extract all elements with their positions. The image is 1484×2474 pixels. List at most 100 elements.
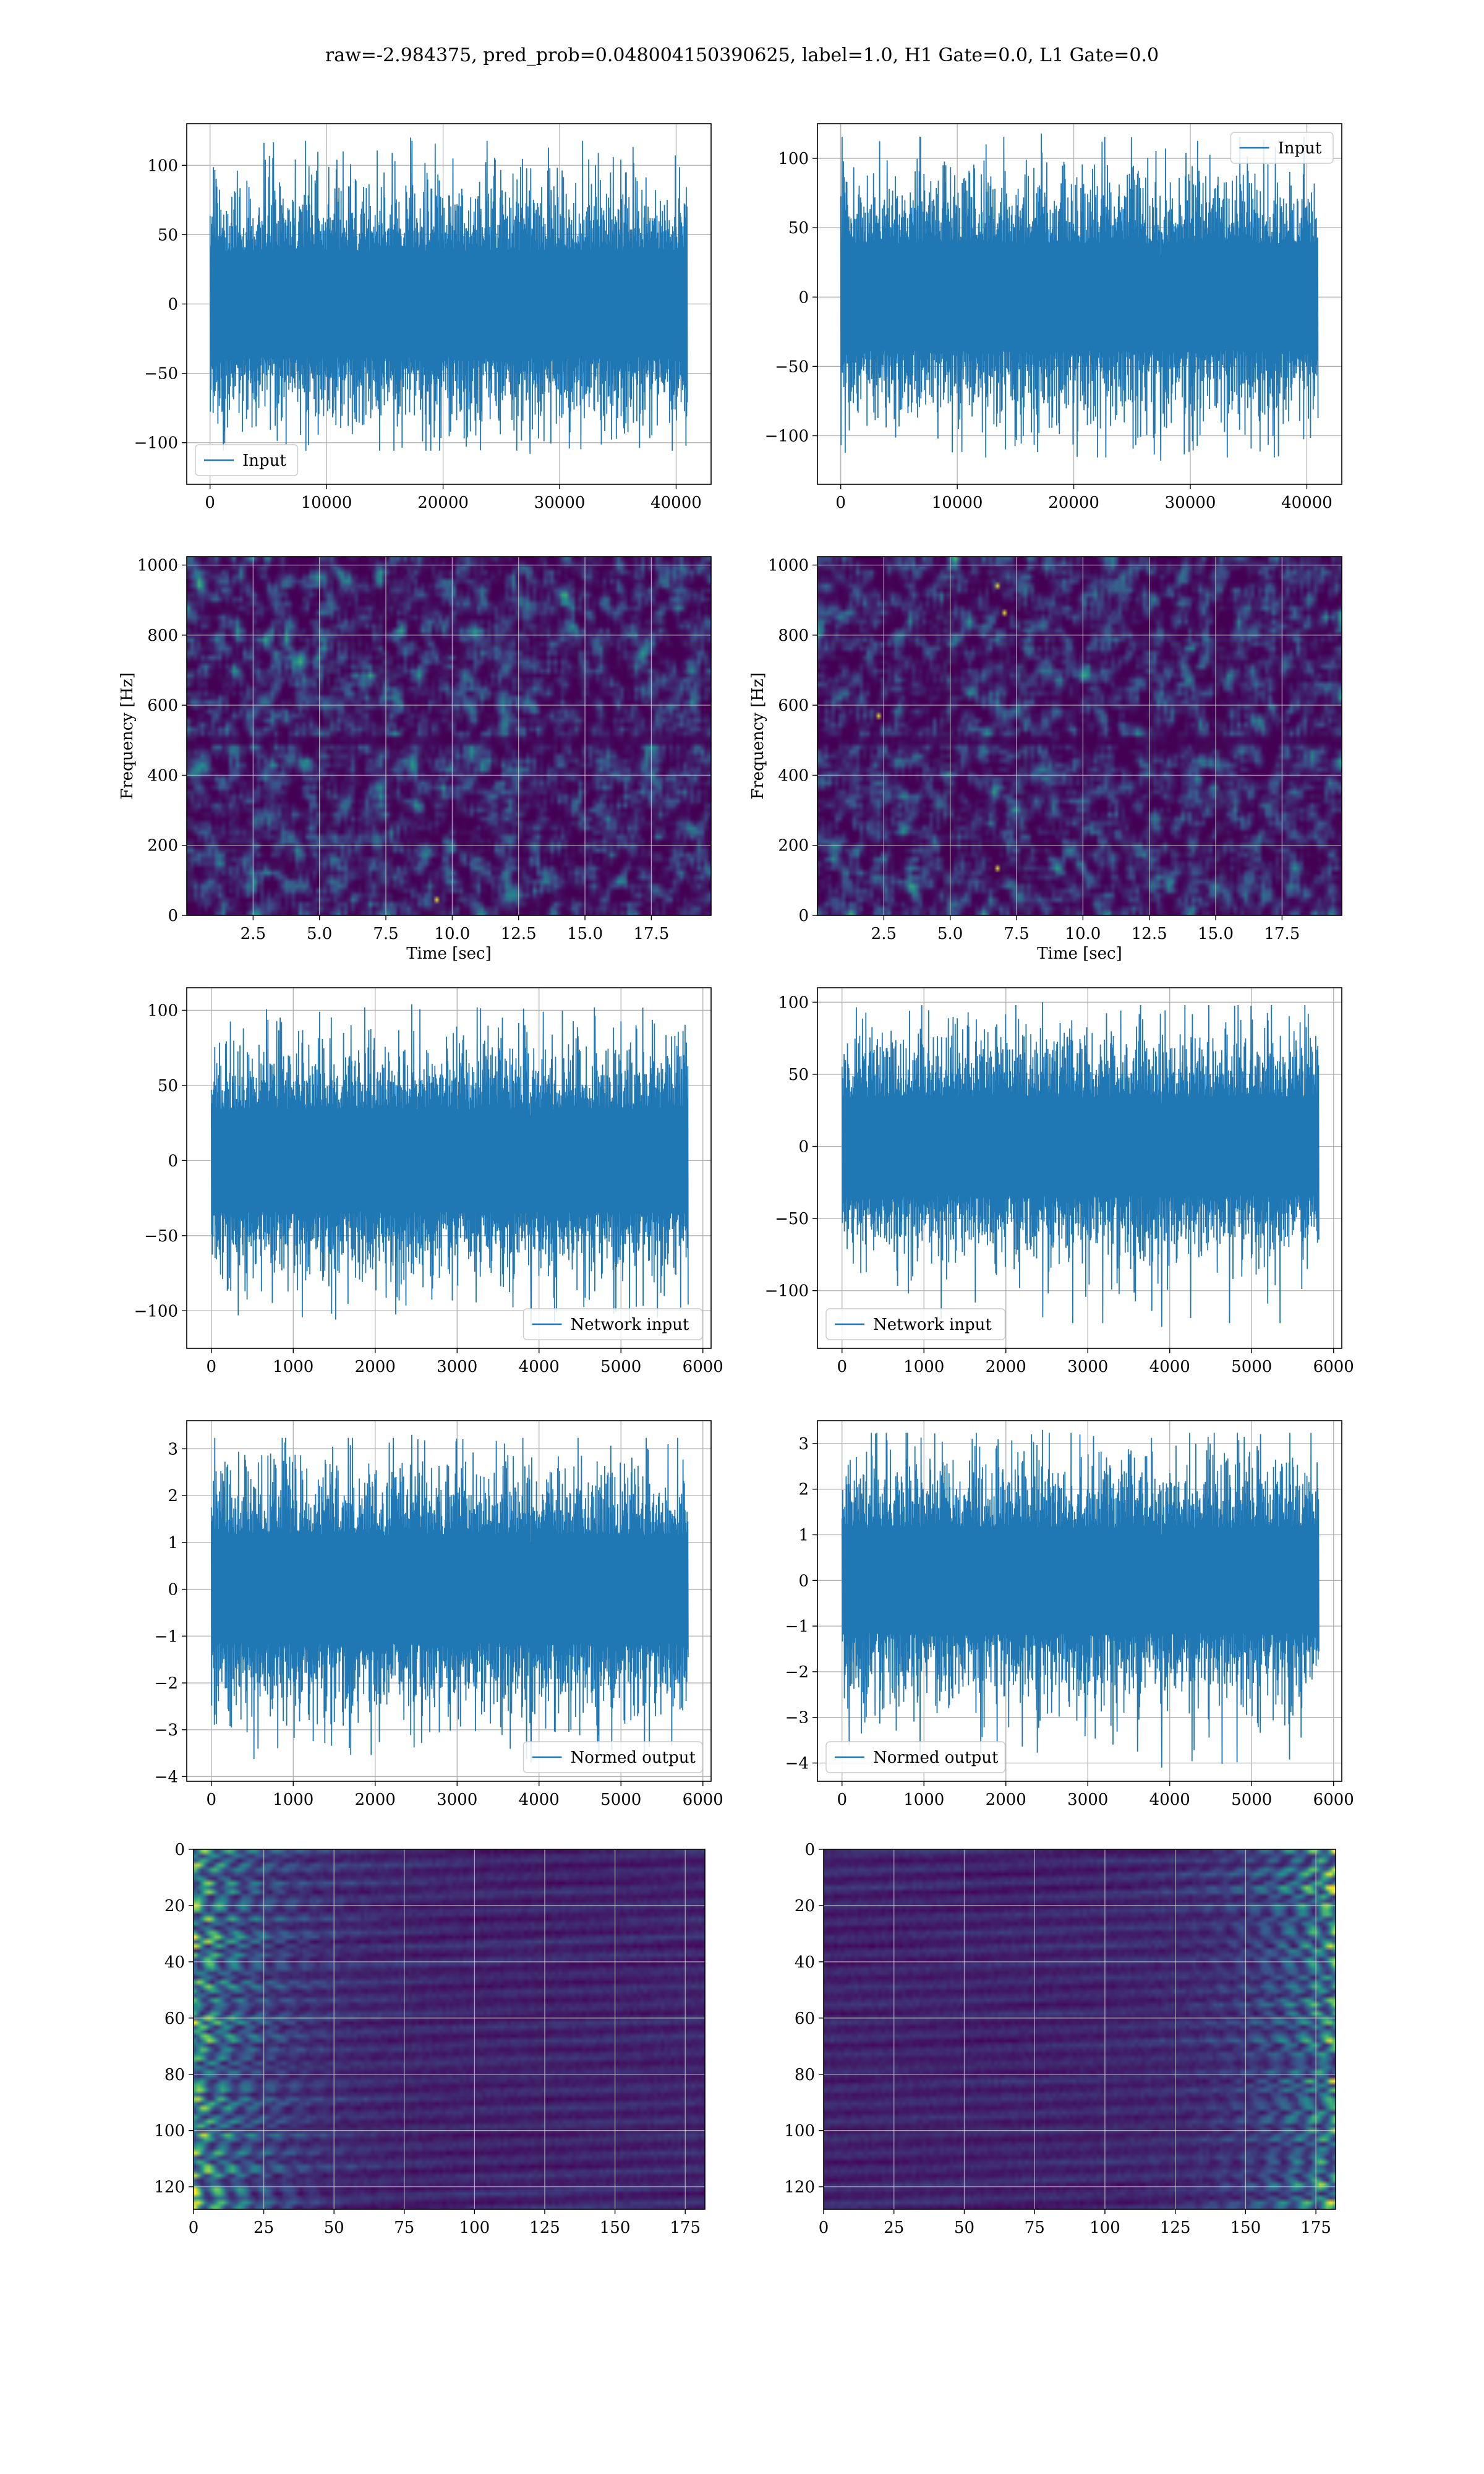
tick-label-x: 5000: [600, 1358, 641, 1376]
tick-label-x: 2.5: [241, 925, 266, 943]
feature-map-h1-panel: 0 25 50 75 100 125 150 175 0 20 40 60 80 100 120: [154, 1841, 706, 2237]
y-axis-label: Frequency [Hz]: [749, 672, 767, 800]
series-line: [209, 137, 688, 454]
tick-label-y: 100: [784, 2122, 815, 2141]
legend: Network input: [522, 1308, 703, 1340]
tick-label-x: 20000: [417, 494, 469, 512]
axes-frame: [817, 123, 1342, 485]
tick-label-x: 6000: [1313, 1358, 1354, 1376]
legend: Normed output: [522, 1741, 703, 1773]
tick-label-y: 40: [164, 1953, 185, 1972]
tick-label-y: 600: [147, 696, 178, 715]
tick-label-x: 150: [1230, 2219, 1261, 2237]
legend: Normed output: [825, 1741, 1006, 1773]
tick-label-x: 2.5: [871, 925, 897, 943]
tick-label-x: 5000: [1231, 1791, 1272, 1809]
x-axis-label: Time [sec]: [1037, 944, 1122, 963]
tick-label-x: 20000: [1048, 494, 1099, 512]
tick-label-y: 80: [795, 2066, 815, 2084]
tick-label-y: −1: [785, 1617, 809, 1636]
tick-label-y: 40: [795, 1953, 815, 1972]
tick-label-y: −50: [144, 365, 178, 383]
feature-map-h1-plot-area: [194, 1849, 705, 2209]
axes-frame: [823, 1849, 1336, 2210]
legend-label: Network input: [873, 1316, 992, 1334]
network-input-h1-plot-area: [187, 988, 711, 1348]
tick-label-y: 60: [164, 2010, 185, 2028]
tick-label-x: 0: [206, 1358, 216, 1376]
tick-label-y: 0: [798, 907, 809, 925]
tick-label-x: 5000: [1231, 1358, 1272, 1376]
network-input-l1-panel: 0 1000 2000 3000 4000 5000 6000 −100 −50 0 50 100 Ne…: [765, 987, 1354, 1376]
axes-frame: [186, 1420, 712, 1782]
normed-output-h1-plot-area: [187, 1421, 711, 1781]
tick-label-y: 2: [798, 1481, 809, 1499]
tick-label-y: 0: [798, 288, 809, 307]
feature-map-l1-image: [824, 1849, 1336, 2209]
tick-label-x: 150: [600, 2219, 631, 2237]
tick-label-y: 120: [784, 2178, 815, 2197]
legend-label: Normed output: [873, 1748, 999, 1767]
y-axis-label: Frequency [Hz]: [118, 672, 137, 800]
tick-label-y: −2: [785, 1663, 809, 1682]
tick-label-x: 125: [1160, 2219, 1191, 2237]
tick-label-x: 175: [670, 2219, 701, 2237]
legend-box: [1230, 132, 1334, 164]
tick-label-x: 30000: [534, 494, 586, 512]
tick-label-y: 0: [168, 907, 178, 925]
tick-label-x: 0: [819, 2219, 829, 2237]
tick-label-y: 100: [147, 156, 178, 175]
tick-label-y: 0: [168, 296, 178, 314]
legend-label: Normed output: [571, 1748, 696, 1767]
tick-label-y: 50: [788, 219, 809, 238]
tick-label-x: 15.0: [567, 925, 603, 943]
tick-label-x: 5.0: [937, 925, 963, 943]
tick-label-y: 600: [778, 696, 809, 715]
spectrogram-h1-panel: 2.5 5.0 7.5 10.0 12.5 15.0 17.5 0 200 400 600 800 10…: [118, 556, 712, 963]
tick-label-y: 50: [788, 1066, 809, 1084]
tick-label-y: −4: [155, 1768, 178, 1786]
input-h1-plot-area: [187, 124, 711, 484]
tick-label-x: 0: [189, 2219, 199, 2237]
tick-label-y: 120: [154, 2178, 185, 2197]
tick-label-y: 200: [778, 837, 809, 855]
legend-label: Network input: [571, 1316, 689, 1334]
tick-label-x: 2000: [986, 1791, 1026, 1809]
tick-label-x: 10.0: [434, 925, 470, 943]
legend: Network input: [825, 1308, 1006, 1340]
tick-label-x: 2000: [355, 1791, 396, 1809]
tick-label-x: 4000: [519, 1791, 560, 1809]
tick-label-x: 4000: [1149, 1791, 1190, 1809]
tick-label-y: 0: [168, 1152, 178, 1170]
spectrogram-h1-image: [187, 557, 711, 915]
tick-label-x: 40000: [650, 494, 702, 512]
series-line: [210, 1004, 689, 1326]
tick-label-y: 400: [147, 766, 178, 785]
tick-label-y: −2: [155, 1674, 178, 1693]
tick-label-x: 3000: [437, 1791, 477, 1809]
tick-label-x: 7.5: [373, 925, 398, 943]
legend-label: Input: [1278, 139, 1322, 158]
tick-label-x: 0: [837, 1791, 847, 1809]
tick-label-y: 3: [798, 1435, 809, 1453]
normed-output-l1-plot-area: [817, 1421, 1342, 1781]
normed-output-l1-panel: 0 1000 2000 3000 4000 5000 6000 −4 −3 −2 −1 0 1 2 3 Nor…: [785, 1420, 1354, 1809]
network-input-h1-panel: 0 1000 2000 3000 4000 5000 6000 −100 −50 0 50 100 Ne…: [134, 987, 723, 1376]
tick-label-x: 17.5: [633, 925, 669, 943]
tick-label-x: 3000: [437, 1358, 477, 1376]
tick-label-y: 50: [158, 226, 178, 244]
tick-label-y: −1: [155, 1627, 178, 1646]
tick-label-x: 1000: [273, 1358, 313, 1376]
tick-label-x: 7.5: [1004, 925, 1029, 943]
tick-label-x: 5.0: [307, 925, 332, 943]
tick-label-y: −50: [144, 1227, 178, 1246]
series-line: [210, 1434, 689, 1763]
legend-box: [825, 1308, 1006, 1340]
tick-label-x: 175: [1300, 2219, 1331, 2237]
network-input-l1-plot-area: [817, 988, 1342, 1348]
tick-label-y: 200: [147, 837, 178, 855]
feature-map-h1-image: [194, 1849, 705, 2209]
tick-label-y: 0: [174, 1841, 185, 1859]
input-l1-plot-area: [817, 124, 1342, 484]
tick-label-y: 1: [798, 1526, 809, 1544]
